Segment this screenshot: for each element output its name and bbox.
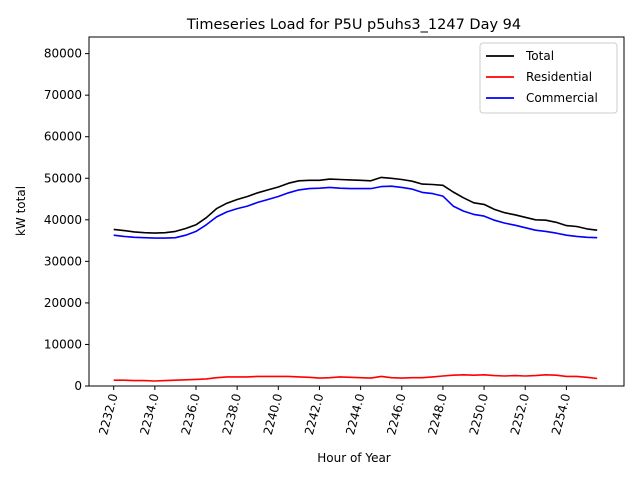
x-tick-label: 2244.0 <box>343 392 367 436</box>
x-tick-label: 2252.0 <box>508 392 532 436</box>
y-tick-label: 20000 <box>44 296 82 310</box>
y-tick-label: 50000 <box>44 171 82 185</box>
x-tick-label: 2242.0 <box>302 392 326 436</box>
x-tick-label: 2232.0 <box>96 392 120 436</box>
x-tick-label: 2254.0 <box>549 392 573 436</box>
series-line-commercial <box>113 185 598 239</box>
series-line-residential <box>113 373 598 382</box>
series-line-total <box>113 176 598 234</box>
series-lines <box>113 176 598 382</box>
x-ticks: 2232.0 2234.0 2236.0 2238.0 2240.0 2242.0 2244… <box>96 386 573 436</box>
legend-items: Total Residential Commercial <box>486 49 598 105</box>
legend-box <box>479 42 618 114</box>
legend: Total Residential Commercial <box>479 42 618 114</box>
y-tick-label: 40000 <box>44 213 82 227</box>
y-tick-label: 60000 <box>44 130 82 144</box>
y-tick-label: 80000 <box>44 47 82 61</box>
chart-title: Timeseries Load for P5U p5uhs3_1247 Day … <box>186 17 521 33</box>
x-axis-label: Hour of Year <box>317 451 391 465</box>
y-axis-label: kW total <box>14 186 28 236</box>
x-tick-label: 2250.0 <box>467 392 491 436</box>
x-tick-label: 2246.0 <box>384 392 408 436</box>
x-tick-label: 2236.0 <box>179 392 203 436</box>
plot-frame <box>88 36 625 387</box>
x-tick-label: 2234.0 <box>137 392 161 436</box>
y-tick-label: 70000 <box>44 88 82 102</box>
legend-label-commercial: Commercial <box>526 91 598 105</box>
x-tick-label: 2248.0 <box>425 392 449 436</box>
y-ticks: 0 10000 20000 30000 40000 50000 60000 70000 8000… <box>44 47 89 393</box>
y-tick-label: 10000 <box>44 337 82 351</box>
y-tick-label: 0 <box>74 379 82 393</box>
legend-label-residential: Residential <box>526 70 592 84</box>
legend-label-total: Total <box>525 49 554 63</box>
x-tick-label: 2240.0 <box>261 392 285 436</box>
x-tick-label: 2238.0 <box>220 392 244 436</box>
y-tick-label: 30000 <box>44 254 82 268</box>
